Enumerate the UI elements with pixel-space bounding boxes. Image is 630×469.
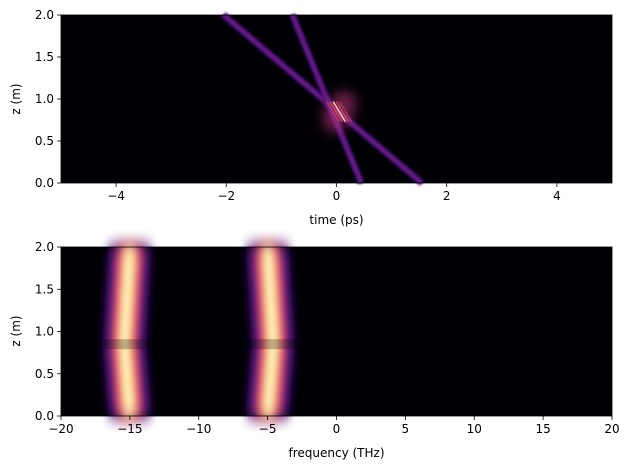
spectral-band-core [119, 247, 135, 416]
x-tick-label: −20 [48, 422, 73, 436]
y-tick-label: 1.5 [35, 282, 54, 296]
pulse-trajectory [290, 14, 363, 184]
interference-fringe [326, 101, 340, 122]
y-tick-label: 2.0 [35, 8, 54, 22]
x-tick-label: 15 [535, 422, 550, 436]
frequency-x-ticks: −20 −15 −10 −5 0 5 10 15 20 [48, 416, 620, 436]
time-x-ticks: −4 −2 0 2 4 [107, 183, 561, 203]
time-y-axis-label: z (m) [9, 83, 23, 114]
x-tick-label: 20 [604, 422, 619, 436]
interference-fringe [339, 101, 353, 122]
frequency-heatmap-marks [61, 247, 612, 416]
time-domain-panel: −4 −2 0 2 4 0.0 0.5 1.0 1.5 2.0 time (ps) z (m) [9, 8, 613, 227]
frequency-y-ticks: 0.0 0.5 1.0 1.5 2.0 [35, 240, 61, 423]
y-tick-label: 0.0 [35, 176, 54, 190]
x-tick-label: −5 [259, 422, 277, 436]
x-tick-label: 2 [443, 189, 451, 203]
x-tick-label: 10 [467, 422, 482, 436]
time-x-axis-label: time (ps) [309, 213, 363, 227]
x-tick-label: 5 [402, 422, 410, 436]
frequency-domain-panel: −20 −15 −10 −5 0 5 10 15 20 0.0 0.5 1.0 1.5 2.0 freq… [9, 240, 620, 460]
x-tick-label: −2 [217, 189, 235, 203]
interference-fringe [335, 101, 350, 122]
x-tick-label: −4 [107, 189, 125, 203]
frequency-y-axis-label: z (m) [9, 315, 23, 346]
y-tick-label: 0.5 [35, 367, 54, 381]
y-tick-label: 2.0 [35, 240, 54, 254]
x-tick-label: 4 [553, 189, 561, 203]
y-tick-label: 1.0 [35, 92, 54, 106]
y-tick-label: 1.0 [35, 325, 54, 339]
x-tick-label: 0 [333, 189, 341, 203]
spectral-band-core [262, 247, 279, 416]
interference-fringe [329, 101, 343, 122]
collision-dimming [61, 339, 612, 350]
x-tick-label: 0 [333, 422, 341, 436]
time-y-ticks: 0.0 0.5 1.0 1.5 2.0 [35, 8, 61, 190]
pulse-trajectory [222, 13, 424, 185]
interference-fringe [332, 101, 346, 122]
y-tick-label: 1.5 [35, 50, 54, 64]
y-tick-label: 0.0 [35, 409, 54, 423]
x-tick-label: −10 [186, 422, 211, 436]
x-tick-label: −15 [117, 422, 142, 436]
frequency-heatmap-background [61, 247, 612, 416]
frequency-x-axis-label: frequency (THz) [288, 446, 384, 460]
time-heatmap-marks [61, 12, 612, 186]
y-tick-label: 0.5 [35, 134, 54, 148]
